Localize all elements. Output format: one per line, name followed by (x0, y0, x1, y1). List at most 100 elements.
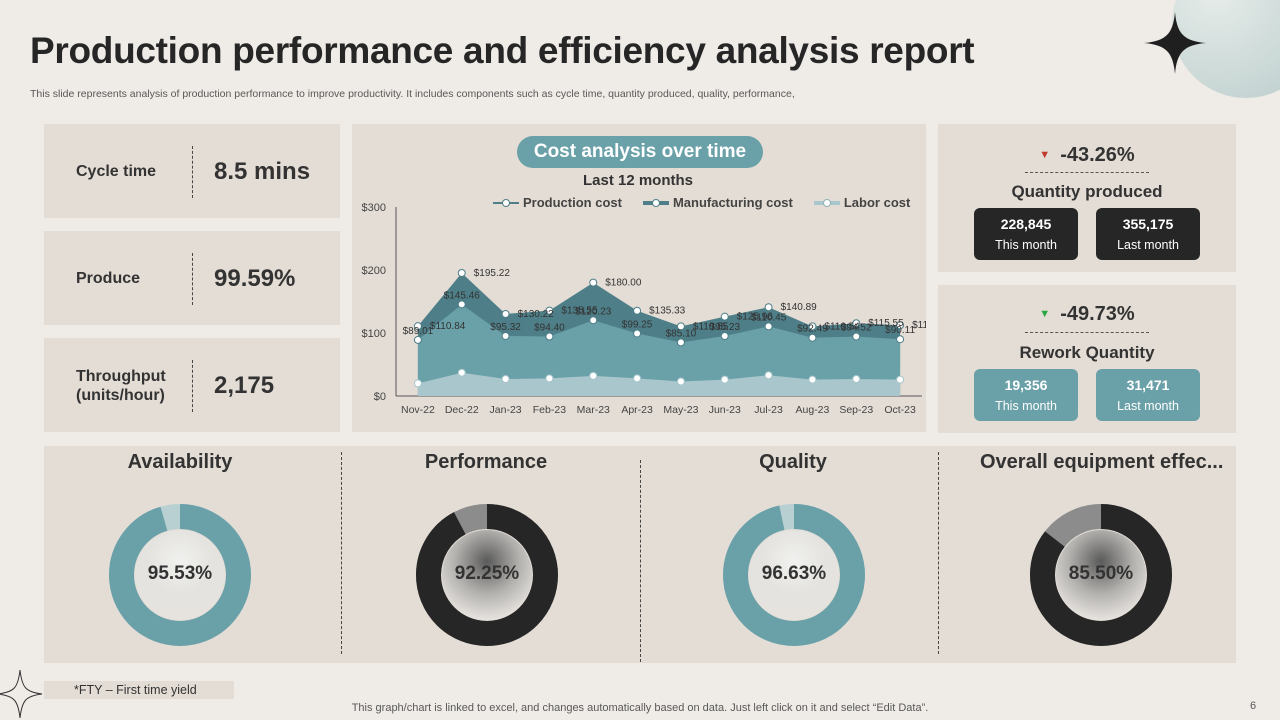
legend-manufacturing-icon (642, 198, 669, 207)
data-point (501, 331, 510, 340)
page-title: Production performance and efficiency an… (30, 30, 975, 71)
data-point (676, 338, 685, 347)
data-point (764, 322, 773, 331)
data-point (413, 379, 422, 388)
data-point (808, 375, 817, 384)
rework-label: Rework Quantity (1019, 343, 1155, 362)
data-label: $125.96 (737, 312, 774, 323)
box-label: This month (995, 238, 1057, 252)
data-point (457, 300, 466, 309)
y-tick-label: $100 (362, 328, 386, 340)
quantity-change: ▼ -43.26% (938, 144, 1236, 167)
x-tick-label: May-23 (663, 404, 698, 416)
chart-legend: Production cost Manufacturing cost Labor… (492, 195, 910, 210)
x-tick-label: Feb-23 (533, 404, 566, 416)
quality-gauge (723, 504, 865, 646)
kpi-value: 2,175 (214, 372, 275, 399)
x-tick-label: Dec-22 (445, 404, 479, 416)
data-point (852, 374, 861, 383)
data-label: $92.49 (797, 324, 828, 335)
gauge-center (1056, 530, 1146, 620)
data-label: $110.84 (430, 321, 466, 332)
gauge-center (135, 530, 225, 620)
quantity-produced-card: ▼ -43.26% Quantity produced 228,845 This … (938, 124, 1236, 272)
this-month-box: 228,845 This month (974, 208, 1078, 260)
data-point (589, 278, 598, 287)
kpi-label-line2: (units/hour) (76, 387, 165, 404)
data-label: $145.46 (444, 290, 481, 301)
data-point (896, 375, 905, 384)
data-point (545, 332, 554, 341)
data-label: $110.55 (693, 321, 729, 332)
data-label: $195.22 (474, 268, 511, 279)
data-label: $135.55 (561, 306, 598, 317)
data-label: $130.22 (518, 309, 555, 320)
divider (1025, 332, 1149, 333)
gauge-value-performance: 92.25% (454, 563, 520, 584)
this-month-box: 19,356 This month (974, 369, 1078, 421)
data-point (457, 368, 466, 377)
kpi-card-throughput: Throughput (units/hour) 2,175 (44, 338, 340, 432)
data-label: $115.55 (868, 318, 904, 329)
legend-item: Manufacturing cost (642, 195, 793, 210)
star-outline-icon (0, 669, 43, 719)
gauge-value-availability: 95.53% (147, 563, 213, 584)
gauge-value-arc (723, 504, 865, 646)
data-point (808, 333, 817, 342)
data-label: $135.33 (649, 306, 686, 317)
rework-quantity-card: ▼ -49.73% Rework Quantity 19,356 This mon… (938, 285, 1236, 433)
gauge-value-oee: 85.50% (1068, 563, 1134, 584)
kpi-card-cycle-time: Cycle time 8.5 mins (44, 124, 340, 218)
gauge-center (749, 530, 839, 620)
box-value: 19,356 (1004, 377, 1048, 393)
data-point (676, 322, 685, 331)
data-label: $90.11 (885, 325, 915, 336)
data-point (501, 374, 510, 383)
gauge-value-arc (416, 504, 558, 646)
kpi-label-line1: Throughput (76, 368, 166, 385)
gauge-title-quality: Quality (759, 451, 827, 473)
data-label: $89.01 (403, 326, 434, 337)
gauge-title-oee: Overall equipment effec... (980, 451, 1224, 473)
chart-subtitle: Last 12 months (582, 172, 694, 189)
data-point (852, 319, 861, 328)
rework-change-value: -49.73% (1060, 303, 1135, 325)
data-label: $94.52 (841, 322, 872, 333)
x-tick-label: Sep-23 (839, 404, 873, 416)
legend-item: Labor cost (813, 195, 910, 210)
y-tick-label: $300 (362, 202, 386, 214)
kpi-value: 8.5 mins (214, 158, 311, 185)
data-point (633, 329, 642, 338)
kpi-label: Cycle time (76, 163, 157, 180)
kpi-label: Throughput (units/hour) (76, 367, 166, 405)
data-point (545, 306, 554, 315)
y-tick-label: $200 (362, 265, 386, 277)
data-point (808, 322, 817, 331)
oee-gauge (1030, 504, 1172, 646)
gauges-panel: Availability Performance Quality Overall… (44, 446, 1236, 663)
legend-label: Production cost (523, 195, 622, 210)
star-icon (1144, 12, 1206, 74)
box-label: Last month (1117, 399, 1179, 413)
data-label: $95.32 (490, 322, 521, 333)
data-point (764, 303, 773, 312)
rework-change: ▼ -49.73% (938, 303, 1236, 326)
legend-label: Manufacturing cost (672, 195, 793, 210)
last-month-box: 31,471 Last month (1096, 369, 1200, 421)
chart-title-pill: Cost analysis over time (517, 136, 763, 168)
quantity-change-value: -43.26% (1060, 144, 1135, 166)
data-point (720, 312, 729, 321)
data-label: $180.00 (605, 278, 642, 289)
kpi-label: Produce (76, 270, 141, 287)
data-point (589, 316, 598, 325)
box-value: 31,471 (1126, 377, 1170, 393)
data-point (413, 335, 422, 344)
quantity-label: Quantity produced (1011, 182, 1163, 201)
page-number: 6 (1250, 700, 1257, 712)
data-label: $85.10 (666, 328, 697, 339)
data-point (501, 309, 510, 318)
data-label: $99.25 (622, 319, 653, 330)
cost-chart-panel[interactable]: Cost analysis over time Last 12 months P… (352, 124, 926, 432)
x-tick-label: Aug-23 (795, 404, 829, 416)
gauge-separator (938, 452, 939, 654)
